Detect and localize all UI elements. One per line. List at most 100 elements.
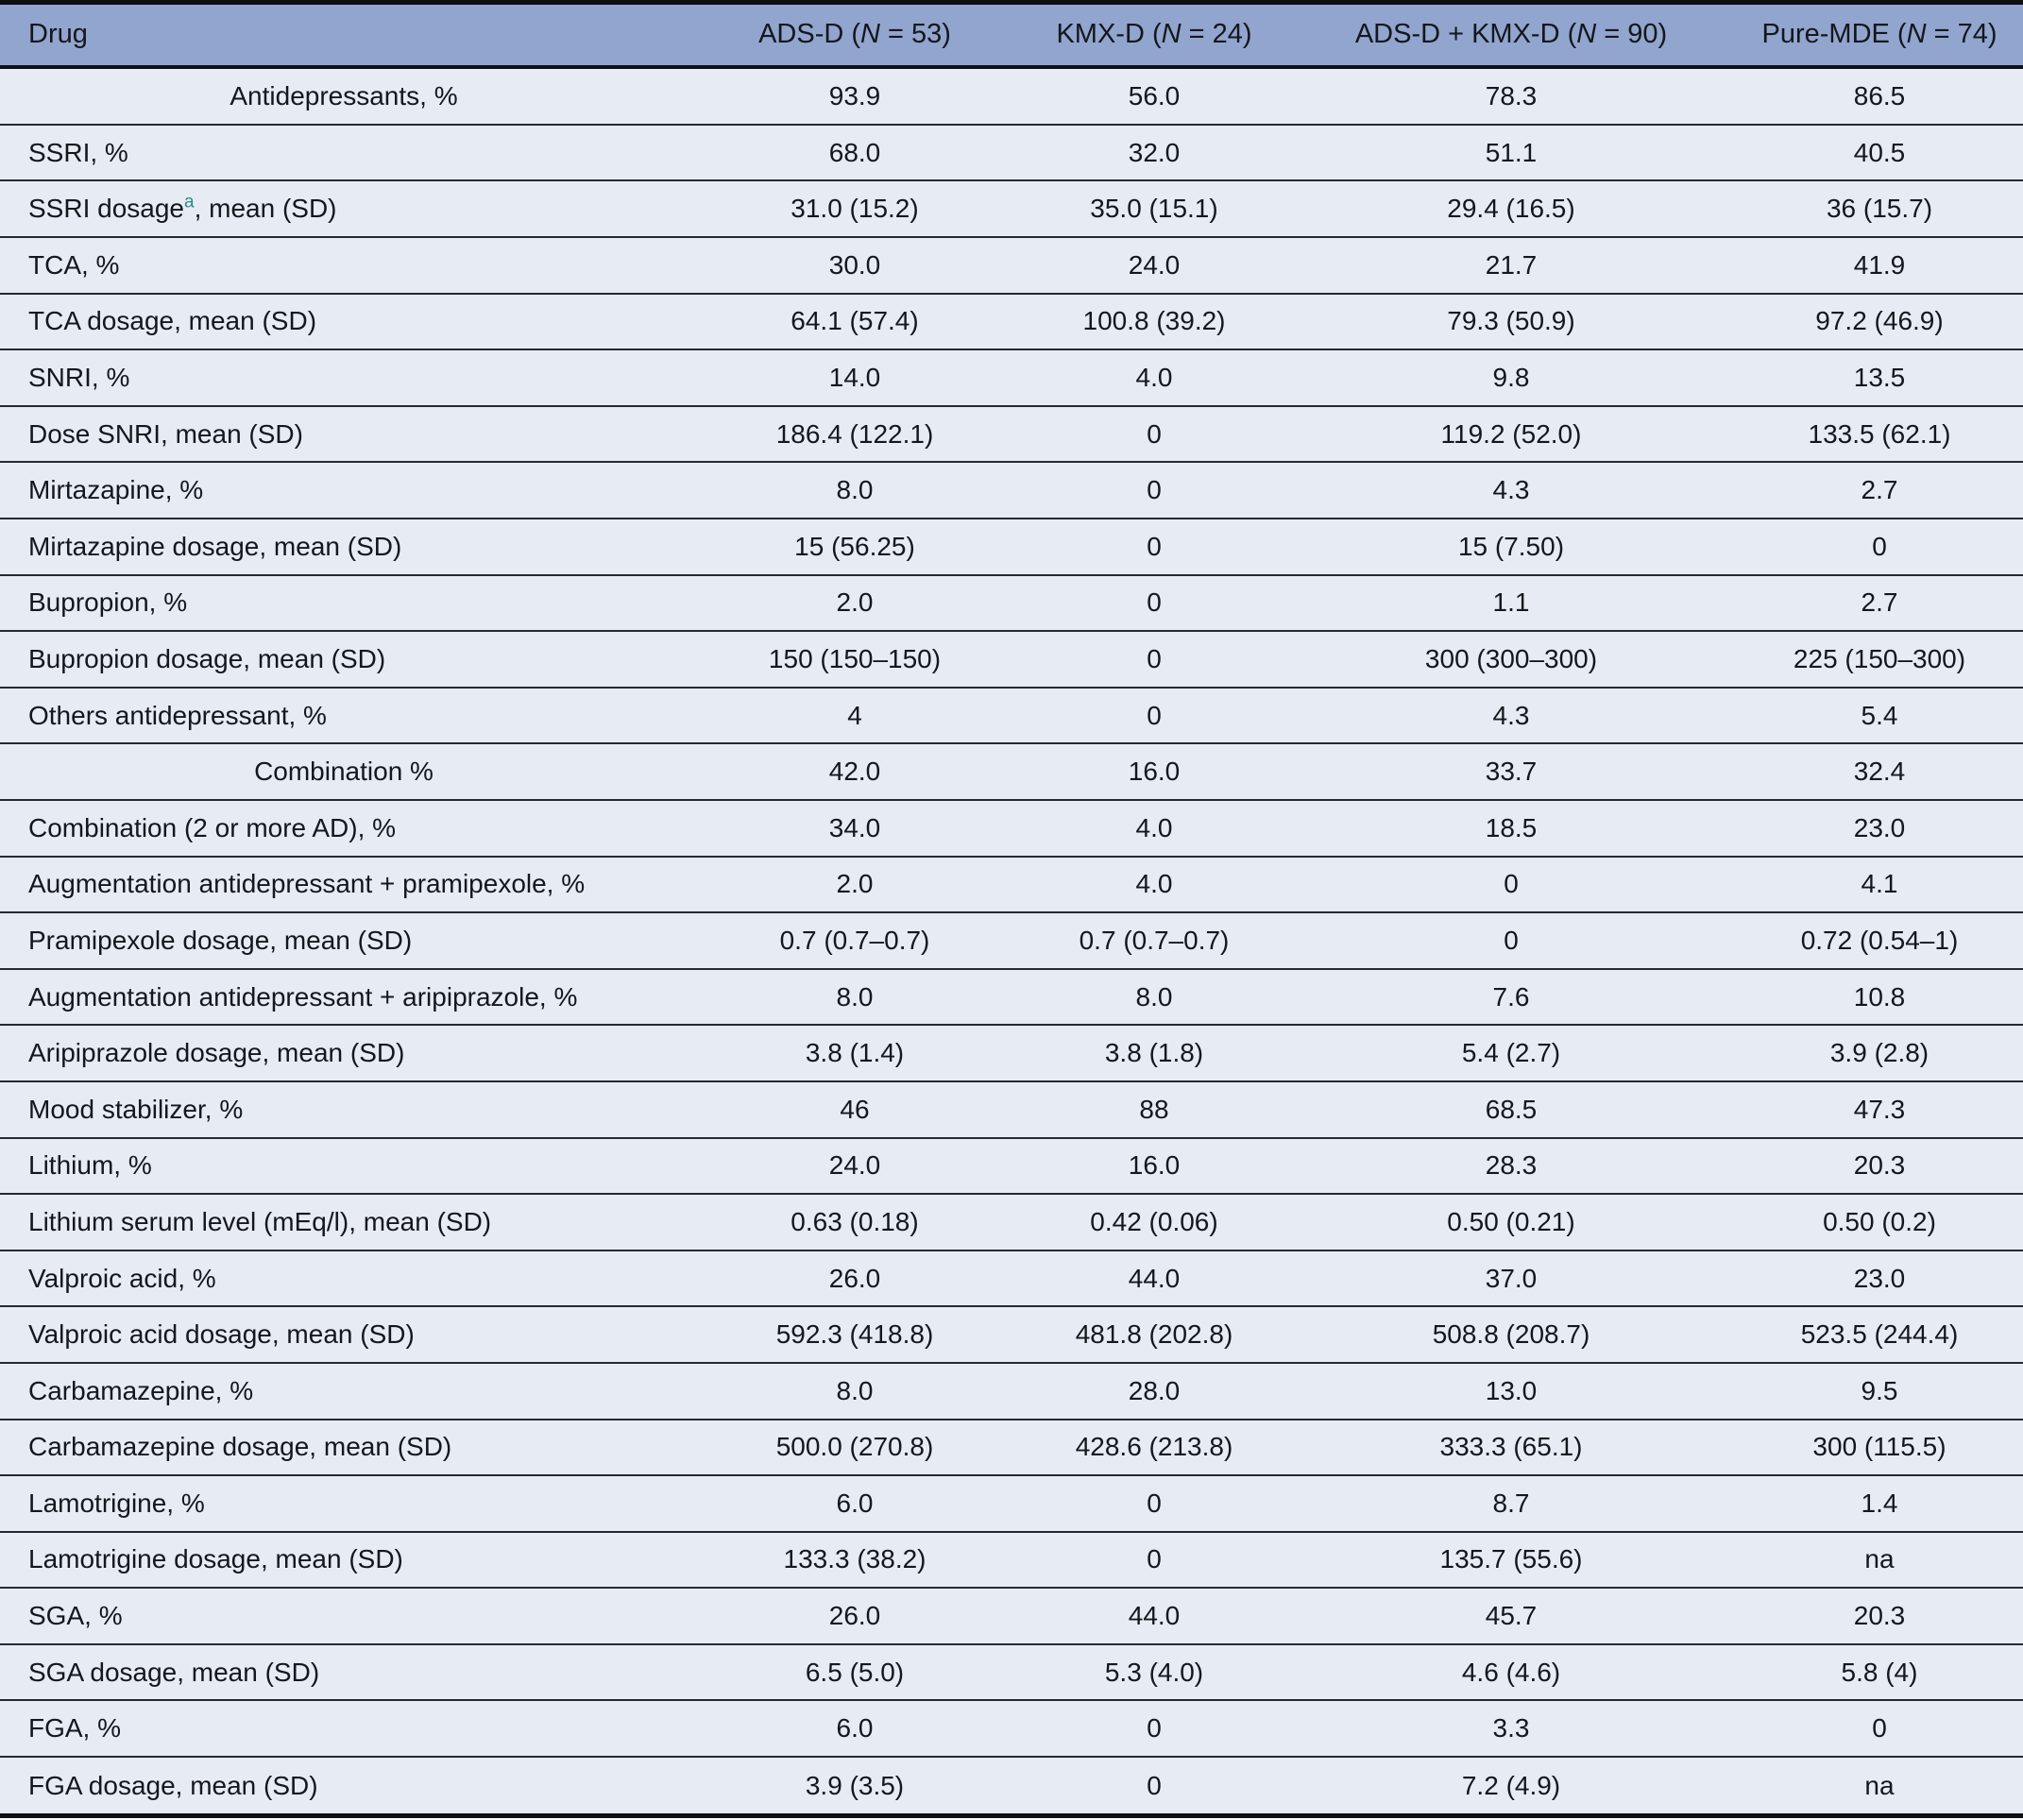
value-cell: 0	[1022, 405, 1286, 464]
value-cell: 16.0	[1022, 1137, 1286, 1196]
row-label: Others antidepressant, %	[0, 687, 688, 745]
value-cell: 2.0	[688, 856, 1022, 914]
table-row: Lamotrigine dosage, mean (SD) 133.3 (38.2…	[0, 1531, 2023, 1590]
value-cell: 47.3	[1736, 1080, 2023, 1139]
value-cell: 93.9	[688, 66, 1022, 126]
value-cell: 28.0	[1022, 1362, 1286, 1420]
table-row: Others antidepressant, % 4 0 4.3 5.4	[0, 687, 2023, 745]
table-row: Carbamazepine, % 8.0 28.0 13.0 9.5	[0, 1362, 2023, 1420]
row-label: Augmentation antidepressant + aripiprazo…	[0, 968, 688, 1027]
table-row: SSRI dosagea, mean (SD) 31.0 (15.2) 35.0 (…	[0, 180, 2023, 239]
value-cell: 3.3	[1286, 1700, 1736, 1759]
row-label: Dose SNRI, mean (SD)	[0, 405, 688, 464]
value-cell: 0.50 (0.21)	[1286, 1194, 1736, 1251]
row-label: Mirtazapine, %	[0, 462, 688, 519]
value-cell: 36 (15.7)	[1736, 180, 2023, 239]
value-cell: 0	[1022, 462, 1286, 519]
value-cell: 44.0	[1022, 1588, 1286, 1645]
row-label: SGA, %	[0, 1588, 688, 1645]
value-cell: 3.8 (1.8)	[1022, 1025, 1286, 1082]
value-cell: 5.4	[1736, 687, 2023, 745]
value-cell: 8.0	[1022, 968, 1286, 1027]
table-row: TCA dosage, mean (SD) 64.1 (57.4) 100.8 (3…	[0, 293, 2023, 351]
row-label: SNRI, %	[0, 349, 688, 407]
value-cell: 225 (150–300)	[1736, 631, 2023, 689]
row-label: Aripiprazole dosage, mean (SD)	[0, 1025, 688, 1082]
value-cell: 4.3	[1286, 687, 1736, 745]
value-cell: 33.7	[1286, 743, 1736, 801]
table-row: Combination (2 or more AD), % 34.0 4.0 18.5…	[0, 799, 2023, 858]
value-cell: 0	[1022, 519, 1286, 576]
row-label: FGA, %	[0, 1700, 688, 1759]
row-label: SGA dosage, mean (SD)	[0, 1643, 688, 1702]
table-row: SGA dosage, mean (SD) 6.5 (5.0) 5.3 (4.0) 4…	[0, 1643, 2023, 1702]
value-cell: 79.3 (50.9)	[1286, 293, 1736, 351]
table-row: Mirtazapine, % 8.0 0 4.3 2.7	[0, 462, 2023, 519]
value-cell: 7.2 (4.9)	[1286, 1757, 1736, 1816]
section-row-label: Combination %	[0, 743, 688, 801]
value-cell: 86.5	[1736, 66, 2023, 126]
value-cell: 4.6 (4.6)	[1286, 1643, 1736, 1702]
value-cell: 300 (115.5)	[1736, 1419, 2023, 1477]
value-cell: 4.0	[1022, 799, 1286, 858]
value-cell: 0	[1022, 687, 1286, 745]
value-cell: 6.5 (5.0)	[688, 1643, 1022, 1702]
value-cell: na	[1736, 1757, 2023, 1816]
value-cell: 41.9	[1736, 237, 2023, 295]
italic-n: N	[1161, 19, 1182, 50]
value-cell: 88	[1022, 1080, 1286, 1139]
value-cell: 13.5	[1736, 349, 2023, 407]
value-cell: 37.0	[1286, 1250, 1736, 1308]
value-cell: 24.0	[688, 1137, 1022, 1196]
value-cell: 34.0	[688, 799, 1022, 858]
row-label: SSRI, %	[0, 124, 688, 182]
row-label: Valproic acid dosage, mean (SD)	[0, 1306, 688, 1364]
table-row: Augmentation antidepressant + pramipexol…	[0, 856, 2023, 914]
value-cell: 5.4 (2.7)	[1286, 1025, 1736, 1082]
table-row: Lamotrigine, % 6.0 0 8.7 1.4	[0, 1475, 2023, 1533]
table-row: Pramipexole dosage, mean (SD) 0.7 (0.7–0.…	[0, 912, 2023, 970]
value-cell: 481.8 (202.8)	[1022, 1306, 1286, 1364]
italic-n: N	[1906, 19, 1927, 50]
table-row: Bupropion dosage, mean (SD) 150 (150–150)…	[0, 631, 2023, 689]
value-cell: 23.0	[1736, 799, 2023, 858]
table-row: Carbamazepine dosage, mean (SD) 500.0 (27…	[0, 1419, 2023, 1477]
value-cell: 31.0 (15.2)	[688, 180, 1022, 239]
value-cell: 3.9 (3.5)	[688, 1757, 1022, 1816]
value-cell: 9.5	[1736, 1362, 2023, 1420]
value-cell: 186.4 (122.1)	[688, 405, 1022, 464]
value-cell: 2.7	[1736, 574, 2023, 633]
italic-n: N	[1576, 19, 1597, 50]
value-cell: 44.0	[1022, 1250, 1286, 1308]
column-header: KMX-D (N = 24)	[1022, 2, 1286, 69]
value-cell: 68.0	[688, 124, 1022, 182]
value-cell: 5.3 (4.0)	[1022, 1643, 1286, 1702]
value-cell: 8.0	[688, 968, 1022, 1027]
table-row: SGA, % 26.0 44.0 45.7 20.3	[0, 1588, 2023, 1645]
value-cell: 0.63 (0.18)	[688, 1194, 1022, 1251]
row-label: Lamotrigine dosage, mean (SD)	[0, 1531, 688, 1590]
table-row: Dose SNRI, mean (SD) 186.4 (122.1) 0 119.2 …	[0, 405, 2023, 464]
value-cell: 133.5 (62.1)	[1736, 405, 2023, 464]
value-cell: 0.7 (0.7–0.7)	[688, 912, 1022, 970]
value-cell: 51.1	[1286, 124, 1736, 182]
table-row: Bupropion, % 2.0 0 1.1 2.7	[0, 574, 2023, 633]
value-cell: 24.0	[1022, 237, 1286, 295]
value-cell: 119.2 (52.0)	[1286, 405, 1736, 464]
value-cell: 97.2 (46.9)	[1736, 293, 2023, 351]
table-row: FGA, % 6.0 0 3.3 0	[0, 1700, 2023, 1759]
value-cell: 0	[1022, 1475, 1286, 1533]
table-row: Aripiprazole dosage, mean (SD) 3.8 (1.4) 3…	[0, 1025, 2023, 1082]
row-label: Bupropion, %	[0, 574, 688, 633]
value-cell: 15 (56.25)	[688, 519, 1022, 576]
value-cell: 133.3 (38.2)	[688, 1531, 1022, 1590]
column-header: ADS-D + KMX-D (N = 90)	[1286, 2, 1736, 69]
value-cell: 45.7	[1286, 1588, 1736, 1645]
value-cell: 46	[688, 1080, 1022, 1139]
value-cell: 523.5 (244.4)	[1736, 1306, 2023, 1364]
table-row: Lithium, % 24.0 16.0 28.3 20.3	[0, 1137, 2023, 1196]
value-cell: 300 (300–300)	[1286, 631, 1736, 689]
row-label: Lithium serum level (mEq/l), mean (SD)	[0, 1194, 688, 1251]
value-cell: 26.0	[688, 1250, 1022, 1308]
value-cell: 4.1	[1736, 856, 2023, 914]
